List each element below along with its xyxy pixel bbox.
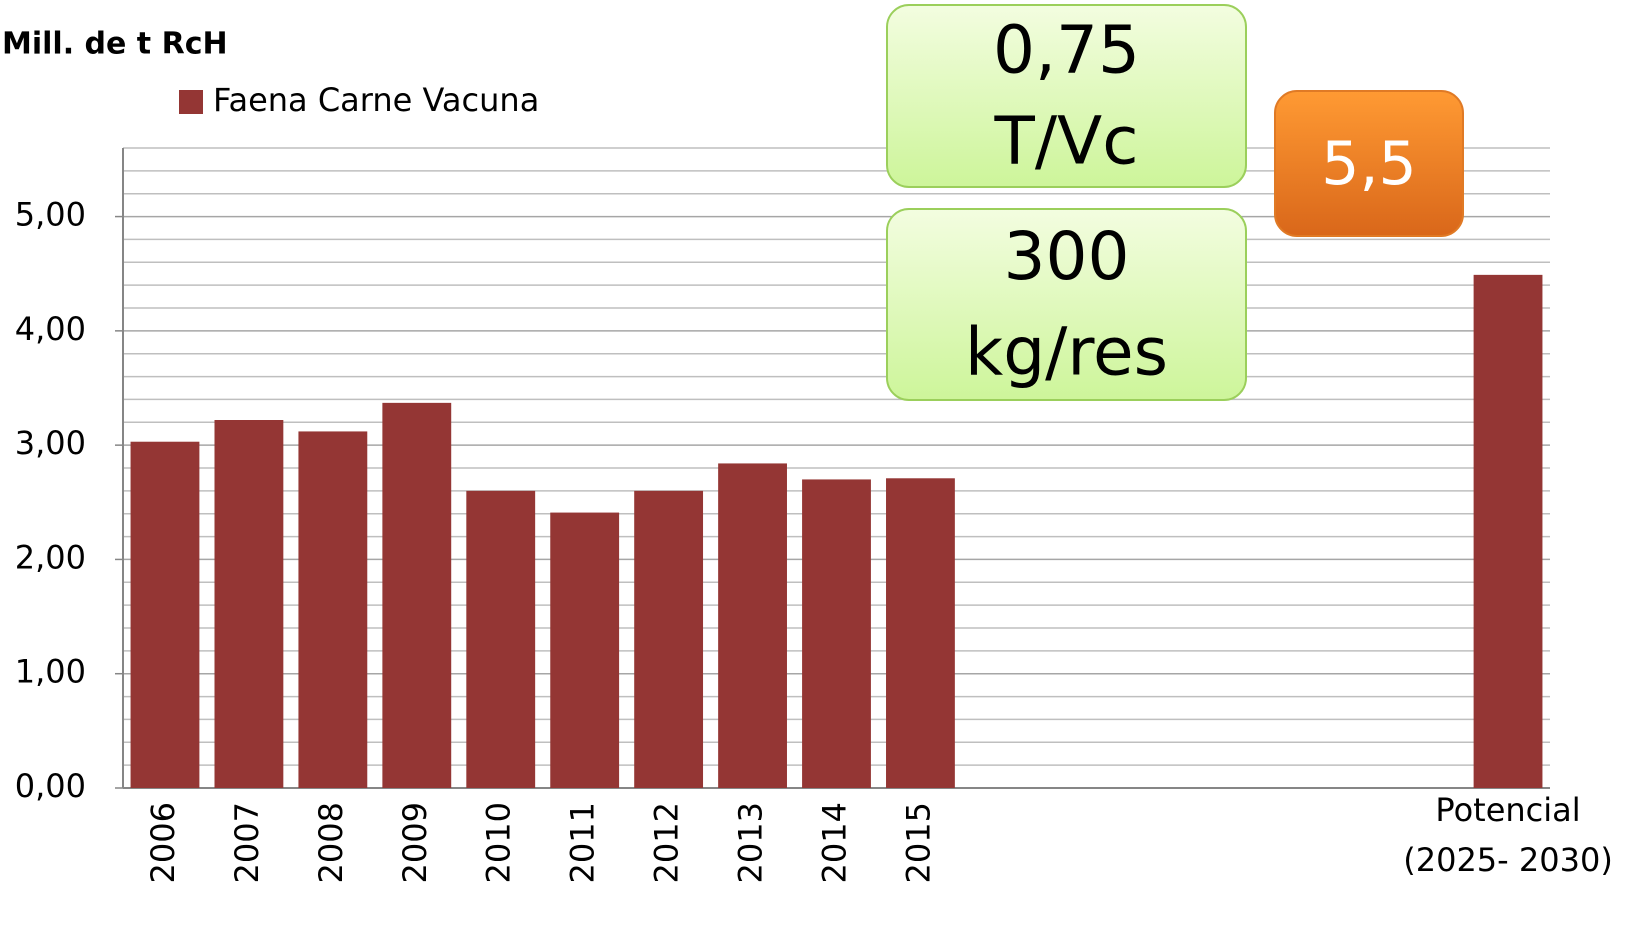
bar [214, 420, 284, 788]
y-tick-label: 1,00 [15, 653, 86, 691]
annotation-text: kg/res [965, 313, 1168, 390]
bar [130, 441, 200, 788]
annotation-text: 0,75 [993, 12, 1140, 89]
bar [466, 490, 536, 788]
x-tick-label: 2014 [816, 802, 854, 883]
y-axis-title: Mill. de t RcH [2, 27, 228, 62]
x-tick-label: 2013 [732, 802, 770, 883]
bar [550, 512, 620, 788]
annotation-box [886, 4, 1247, 188]
y-tick-label: 2,00 [15, 538, 86, 576]
bar [886, 478, 955, 788]
annotation-text: 300 [1004, 218, 1130, 295]
bar [1473, 274, 1543, 788]
annotation-text: T/Vc [994, 103, 1139, 180]
x-tick-label: 2010 [480, 802, 518, 883]
x-tick-label: 2015 [899, 802, 937, 883]
annotation-box [1274, 90, 1464, 237]
bar [802, 479, 871, 788]
x-tick-label: 2006 [144, 802, 182, 883]
y-tick-label: 3,00 [15, 424, 86, 462]
x-tick-label: 2012 [648, 802, 686, 883]
legend-label: Faena Carne Vacuna [213, 81, 539, 119]
x-tick-label: 2007 [228, 802, 266, 883]
annotation-box [886, 208, 1247, 401]
legend-swatch [179, 90, 203, 114]
x-tick-label: Potencial (2025- 2030) [1403, 791, 1613, 879]
x-tick-label: 2008 [312, 802, 350, 883]
bar [634, 490, 704, 788]
x-tick-label-line: (2025- 2030) [1403, 841, 1613, 879]
bar [298, 431, 368, 788]
bar [382, 402, 452, 788]
x-tick-label: 2011 [564, 802, 602, 883]
y-tick-label: 4,00 [15, 310, 86, 348]
x-tick-label: 2009 [396, 802, 434, 883]
annotation-text: 5,5 [1321, 129, 1416, 199]
y-tick-label: 5,00 [15, 196, 86, 234]
y-tick-label: 0,00 [15, 767, 86, 805]
x-tick-label-line: Potencial [1435, 791, 1580, 829]
bar [718, 463, 787, 788]
